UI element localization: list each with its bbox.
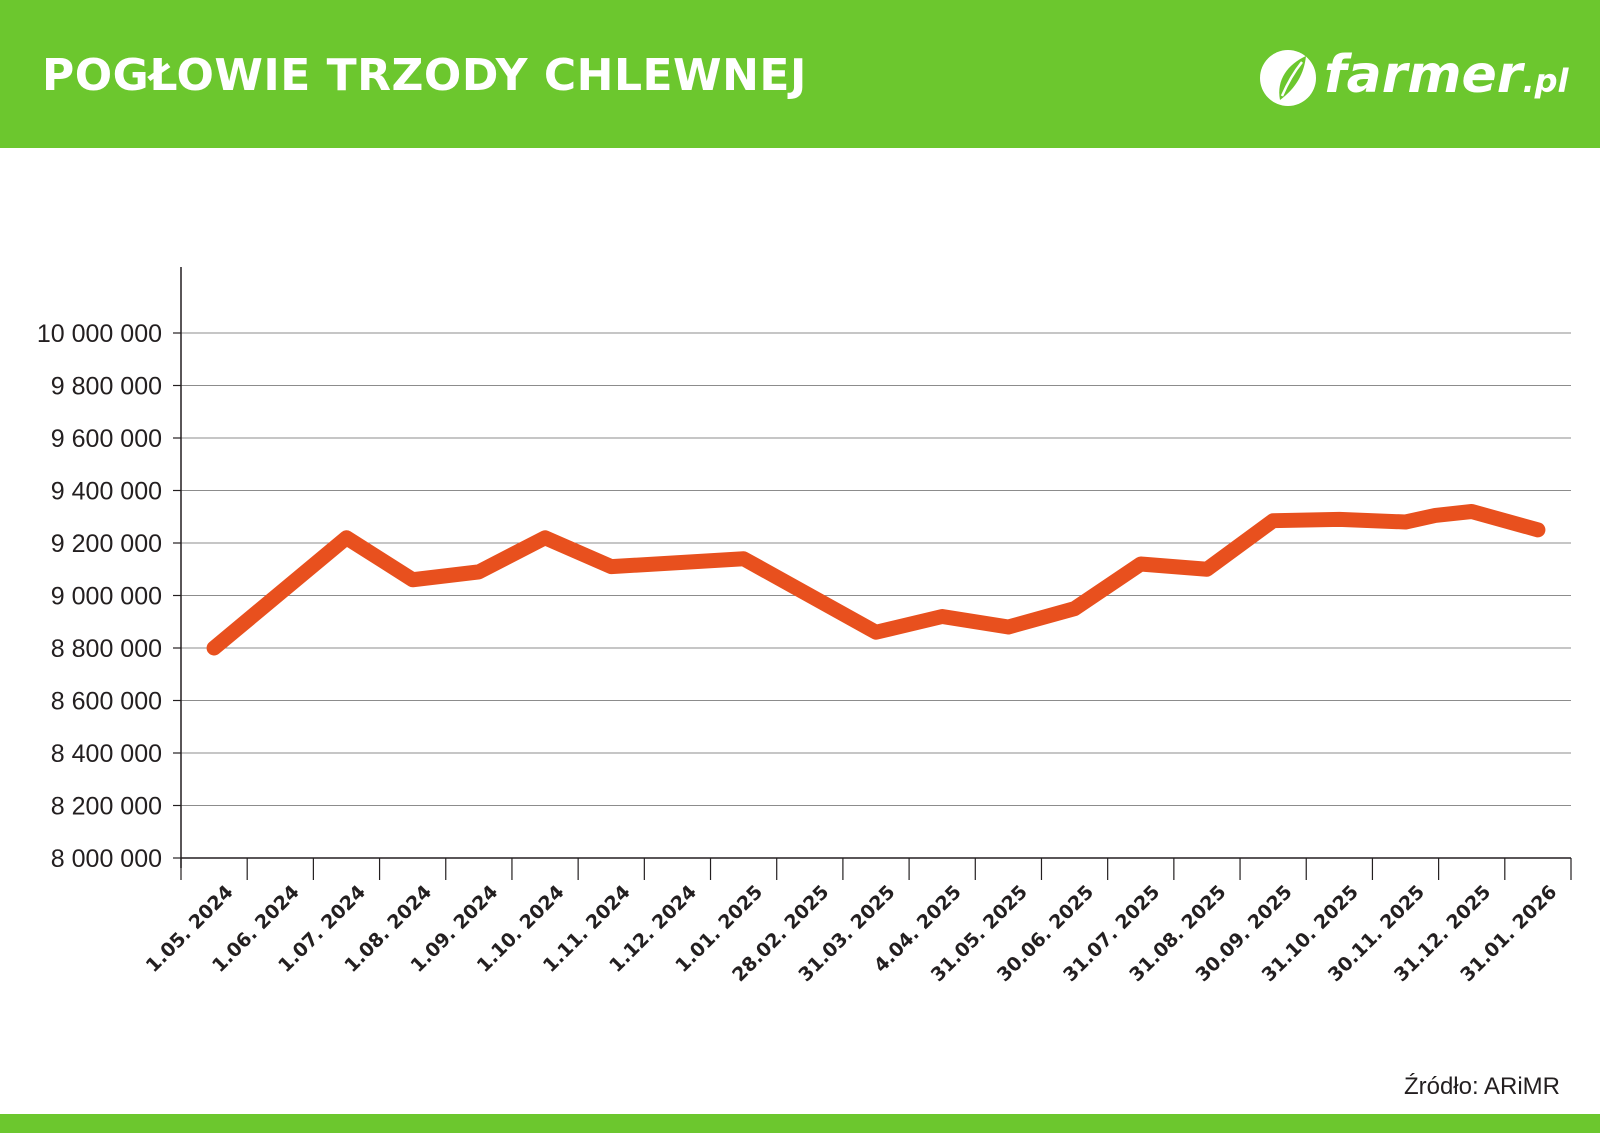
grid-lines <box>181 332 1571 806</box>
y-tick-label: 8 000 000 <box>51 845 162 873</box>
y-axis-labels: 10 000 000 9 800 000 9 600 000 9 400 000 9 2… <box>37 320 162 873</box>
line-chart: 10 000 000 9 800 000 9 600 000 9 400 000 9 2… <box>37 267 1572 986</box>
logo-tld: .pl <box>1522 62 1569 100</box>
y-tick-label: 8 800 000 <box>51 635 162 663</box>
y-tick-label: 8 200 000 <box>51 793 162 821</box>
axes <box>173 267 1572 880</box>
leaf-icon <box>1260 50 1316 106</box>
y-tick-label: 9 000 000 <box>51 583 162 611</box>
footer-bar <box>0 1114 1600 1133</box>
source-note: Źródło: ARiMR <box>1403 1073 1560 1100</box>
y-tick-label: 9 200 000 <box>51 530 162 558</box>
y-tick-label: 8 400 000 <box>51 740 162 768</box>
y-tick-label: 9 400 000 <box>51 478 162 506</box>
logo-wordmark: farmer.pl <box>1324 42 1568 114</box>
logo-name: farmer <box>1324 45 1523 105</box>
y-tick-label: 8 600 000 <box>51 688 162 716</box>
y-tick-label: 9 800 000 <box>51 373 162 401</box>
y-tick-label: 9 600 000 <box>51 425 162 453</box>
series-layer <box>206 504 1546 656</box>
page-title: POGŁOWIE TRZODY CHLEWNEJ <box>42 50 807 101</box>
farmer-logo[interactable]: farmer.pl <box>1258 38 1568 118</box>
y-tick-label: 10 000 000 <box>37 320 162 348</box>
header-bar: POGŁOWIE TRZODY CHLEWNEJ farmer.pl <box>0 0 1600 148</box>
